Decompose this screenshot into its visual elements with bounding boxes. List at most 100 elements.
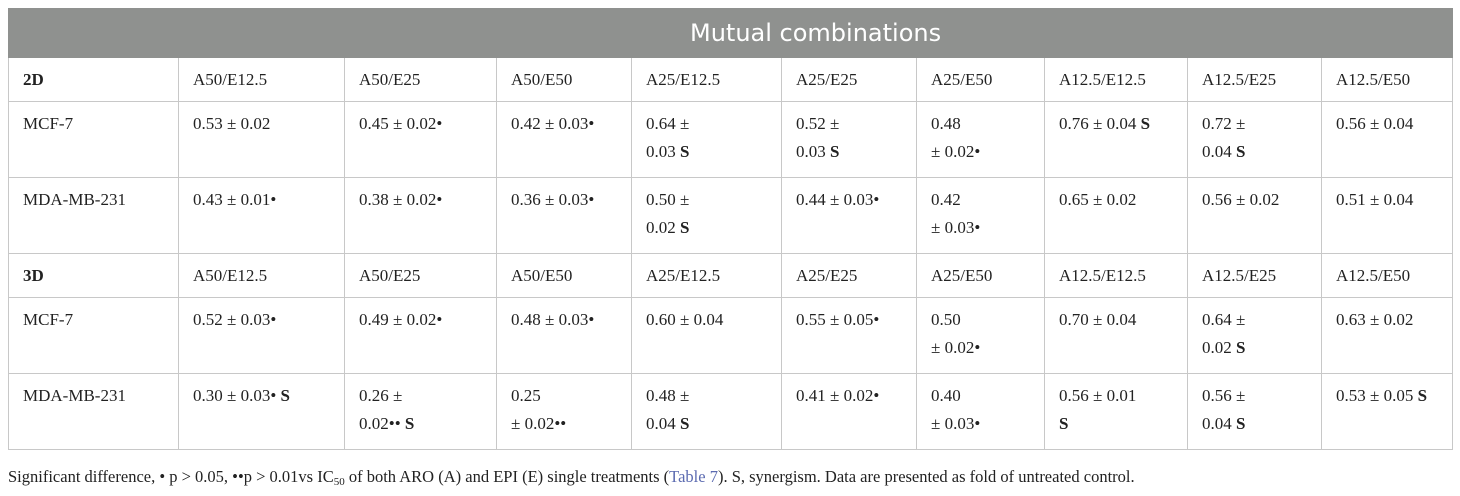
value-text: 0.50 ±: [646, 190, 690, 209]
column-header: A25/E12.5: [631, 57, 782, 102]
column-header: A12.5/E12.5: [1044, 57, 1188, 102]
column-header: A12.5/E25: [1187, 253, 1322, 298]
column-header: A50/E50: [496, 57, 632, 102]
row-label: MCF-7: [8, 101, 179, 178]
value-text: 0.52 ± 0.03•: [193, 310, 277, 329]
column-header: A12.5/E25: [1187, 57, 1322, 102]
value-cell: 0.56 ± 0.01 S: [1044, 373, 1188, 450]
header-row: Mutual combinations: [8, 8, 1454, 58]
results-table: Mutual combinations 2D A50/E12.5 A50/E25 A5…: [8, 8, 1454, 450]
column-header: A12.5/E50: [1320, 57, 1454, 102]
table-container: Mutual combinations 2D A50/E12.5 A50/E25 A5…: [8, 8, 1454, 450]
value-text: 0.40: [931, 386, 961, 405]
table-row: MCF-7 0.52 ± 0.03• 0.49 ± 0.02• 0.48 ± 0.03…: [8, 297, 1454, 374]
table-footnote: Significant difference, • p > 0.05, ••p …: [8, 466, 1452, 488]
value-cell: 0.48 ± 0.03•: [496, 297, 632, 374]
value-cell: 0.65 ± 0.02: [1044, 177, 1188, 254]
value-text: 0.45 ± 0.02•: [359, 114, 443, 133]
synergism-marker: S: [830, 142, 840, 161]
value-cell: 0.52 ± 0.03 S: [781, 101, 917, 178]
value-cell: 0.51 ± 0.04: [1320, 177, 1454, 254]
value-text: 0.42 ± 0.03•: [511, 114, 595, 133]
column-header: A25/E25: [781, 57, 917, 102]
column-header: A50/E12.5: [178, 253, 345, 298]
value-text: 0.51 ± 0.04: [1336, 190, 1414, 209]
value-text: 0.38 ± 0.02•: [359, 190, 443, 209]
column-header: A25/E12.5: [631, 253, 782, 298]
value-text: 0.65 ± 0.02: [1059, 190, 1137, 209]
row-label: MCF-7: [8, 297, 179, 374]
row-label: MDA-MB-231: [8, 177, 179, 254]
section-header-row: 3D A50/E12.5 A50/E25 A50/E50 A25/E12.5 A25/E2…: [8, 253, 1454, 298]
table-row: MDA-MB-231 0.43 ± 0.01• 0.38 ± 0.02• 0.36 ±…: [8, 177, 1454, 254]
value-text: 0.02: [646, 218, 680, 237]
synergism-marker: S: [1236, 142, 1246, 161]
value-text: 0.44 ± 0.03•: [796, 190, 880, 209]
value-text: ± 0.03•: [931, 414, 981, 433]
value-text: 0.04: [1202, 414, 1236, 433]
synergism-marker: S: [680, 218, 690, 237]
value-cell: 0.70 ± 0.04: [1044, 297, 1188, 374]
value-cell: 0.38 ± 0.02•: [344, 177, 497, 254]
value-cell: 0.76 ± 0.04 S: [1044, 101, 1188, 178]
value-text: 0.43 ± 0.01•: [193, 190, 277, 209]
group-header: Mutual combinations: [177, 8, 1454, 58]
column-header: A12.5/E50: [1320, 253, 1454, 298]
synergism-marker: S: [1236, 414, 1246, 433]
value-text: 0.63 ± 0.02: [1336, 310, 1414, 329]
value-cell: 0.50 ± 0.02 S: [631, 177, 782, 254]
value-cell: 0.44 ± 0.03•: [781, 177, 917, 254]
footnote-text-3: ). S, synergism. Data are presented as f…: [717, 467, 1135, 486]
value-text: 0.03: [796, 142, 830, 161]
value-cell: 0.53 ± 0.05 S: [1320, 373, 1454, 450]
value-cell: 0.56 ± 0.04 S: [1187, 373, 1322, 450]
value-cell: 0.72 ± 0.04 S: [1187, 101, 1322, 178]
table-7-link[interactable]: Table 7: [669, 467, 718, 486]
section-label: 2D: [8, 57, 179, 102]
value-text: 0.04: [1202, 142, 1236, 161]
value-text: 0.72 ±: [1202, 114, 1246, 133]
value-text: 0.48 ± 0.03•: [511, 310, 595, 329]
value-text: 0.55 ± 0.05•: [796, 310, 880, 329]
value-text: 0.64 ±: [1202, 310, 1246, 329]
value-cell: 0.49 ± 0.02•: [344, 297, 497, 374]
synergism-marker: S: [680, 142, 690, 161]
synergism-marker: S: [404, 414, 415, 433]
column-header: A25/E50: [916, 57, 1045, 102]
value-cell: 0.41 ± 0.02•: [781, 373, 917, 450]
section-header-row: 2D A50/E12.5 A50/E25 A50/E50 A25/E12.5 A25/E2…: [8, 57, 1454, 102]
value-text: 0.56 ± 0.01: [1059, 386, 1137, 405]
value-cell: 0.42 ± 0.03•: [496, 101, 632, 178]
value-cell: 0.25 ± 0.02••: [496, 373, 632, 450]
synergism-marker: S: [1140, 114, 1151, 133]
value-cell: 0.42 ± 0.03•: [916, 177, 1045, 254]
value-cell: 0.64 ± 0.02 S: [1187, 297, 1322, 374]
value-cell: 0.53 ± 0.02: [178, 101, 345, 178]
value-text: 0.41 ± 0.02•: [796, 386, 880, 405]
value-text: 0.50: [931, 310, 961, 329]
synergism-marker: S: [280, 386, 291, 405]
column-header: A25/E25: [781, 253, 917, 298]
value-cell: 0.56 ± 0.04: [1320, 101, 1454, 178]
value-text: ± 0.03•: [931, 218, 981, 237]
value-cell: 0.30 ± 0.03• S: [178, 373, 345, 450]
synergism-marker: S: [1059, 414, 1069, 433]
value-text: 0.26 ±: [359, 386, 403, 405]
column-header: A25/E50: [916, 253, 1045, 298]
footnote-text-1: Significant difference, • p > 0.05, ••p …: [8, 467, 334, 486]
value-cell: 0.60 ± 0.04: [631, 297, 782, 374]
value-text: ± 0.02•: [931, 142, 981, 161]
column-header: A50/E50: [496, 253, 632, 298]
value-text: 0.03: [646, 142, 680, 161]
value-text: 0.76 ± 0.04: [1059, 114, 1141, 133]
value-text: 0.36 ± 0.03•: [511, 190, 595, 209]
column-header: A50/E25: [344, 57, 497, 102]
value-cell: 0.64 ± 0.03 S: [631, 101, 782, 178]
value-text: ± 0.02••: [511, 414, 567, 433]
column-header: A12.5/E12.5: [1044, 253, 1188, 298]
value-text: 0.49 ± 0.02•: [359, 310, 443, 329]
table-row: MDA-MB-231 0.30 ± 0.03• S 0.26 ±0.02•• S 0.…: [8, 373, 1454, 450]
value-text: 0.60 ± 0.04: [646, 310, 724, 329]
value-text: 0.64 ±: [646, 114, 690, 133]
value-text: 0.56 ±: [1202, 386, 1246, 405]
